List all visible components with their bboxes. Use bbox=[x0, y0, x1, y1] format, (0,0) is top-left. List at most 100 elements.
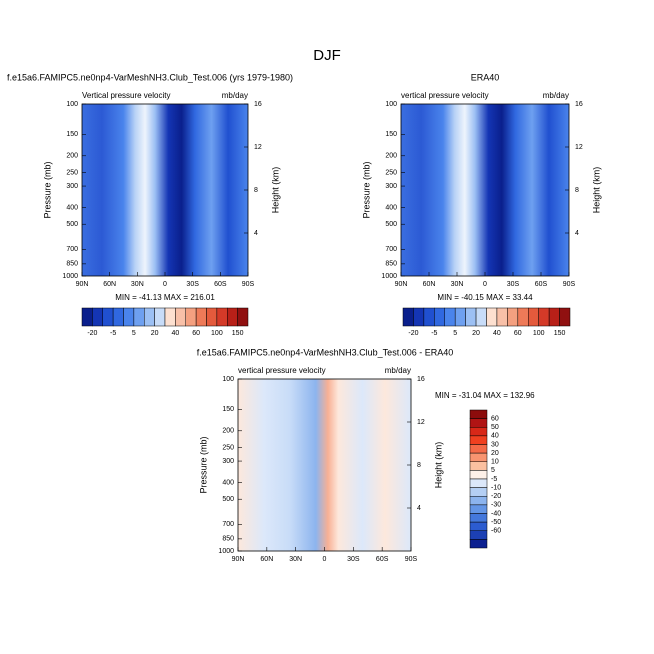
y-tick-label: 850 bbox=[222, 536, 234, 543]
panel-subtitle: vertical pressure velocity bbox=[401, 91, 489, 100]
x-tick-label: 60N bbox=[260, 556, 273, 563]
y2-tick-label: 8 bbox=[575, 187, 579, 194]
panel-units: mb/day bbox=[385, 366, 411, 375]
y-tick-label: 700 bbox=[222, 521, 234, 528]
y-tick-label: 1000 bbox=[218, 548, 234, 555]
x-tick-label: 30S bbox=[507, 281, 520, 288]
colorbar-box bbox=[237, 307, 249, 327]
colorbar-label: -5 bbox=[431, 330, 437, 337]
colorbar-label: -20 bbox=[491, 493, 501, 500]
colorbar-box bbox=[517, 307, 529, 327]
x-tick-label: 60S bbox=[214, 281, 227, 288]
colorbar-box bbox=[144, 307, 155, 327]
colorbar-label: -5 bbox=[110, 330, 116, 337]
y-axis-label: Pressure (mb) bbox=[42, 161, 52, 218]
y-tick-label: 200 bbox=[222, 428, 234, 435]
y2-axis-label: Height (km) bbox=[433, 442, 443, 489]
stats: MIN = -31.04 MAX = 132.96 bbox=[435, 391, 535, 400]
y2-tick-label: 16 bbox=[417, 376, 425, 383]
x-tick-label: 0 bbox=[483, 281, 487, 288]
y-tick-label: 700 bbox=[66, 246, 78, 253]
colorbar-box bbox=[133, 307, 145, 327]
contour-field bbox=[401, 104, 569, 276]
colorbar-box bbox=[92, 307, 103, 327]
panel-subtitle: vertical pressure velocity bbox=[238, 366, 326, 375]
colorbar-label: 150 bbox=[554, 330, 566, 337]
colorbar-label: 30 bbox=[491, 441, 499, 448]
y-axis-label: Pressure (mb) bbox=[361, 161, 371, 218]
y-tick-label: 100 bbox=[66, 101, 78, 108]
panel-subtitle: Vertical pressure velocity bbox=[82, 91, 170, 100]
y-tick-label: 150 bbox=[222, 406, 234, 413]
y-tick-label: 250 bbox=[385, 169, 397, 176]
colorbar-label: 40 bbox=[491, 433, 499, 440]
y-tick-label: 200 bbox=[66, 153, 78, 160]
colorbar-box bbox=[469, 409, 488, 419]
x-tick-label: 0 bbox=[323, 556, 327, 563]
x-tick-label: 60N bbox=[103, 281, 116, 288]
colorbar-label: -30 bbox=[491, 502, 501, 509]
x-tick-label: 90N bbox=[395, 281, 408, 288]
colorbar-box bbox=[454, 307, 466, 327]
colorbar-label: 100 bbox=[533, 330, 545, 337]
colorbar-label: 40 bbox=[171, 330, 179, 337]
colorbar-box bbox=[195, 307, 207, 327]
y-axis-label: Pressure (mb) bbox=[198, 436, 208, 493]
x-tick-label: 30S bbox=[186, 281, 199, 288]
x-tick-label: 60S bbox=[535, 281, 548, 288]
colorbar-box bbox=[469, 521, 488, 531]
y-tick-label: 850 bbox=[385, 261, 397, 268]
y2-axis-label: Height (km) bbox=[270, 167, 280, 214]
colorbar-box bbox=[112, 307, 124, 327]
colorbar-box bbox=[123, 307, 135, 327]
x-tick-label: 90S bbox=[242, 281, 255, 288]
colorbar-box bbox=[216, 307, 228, 327]
colorbar-box bbox=[507, 307, 519, 327]
x-tick-label: 30N bbox=[131, 281, 144, 288]
x-tick-label: 30N bbox=[289, 556, 302, 563]
x-tick-label: 90S bbox=[405, 556, 418, 563]
colorbar-label: 20 bbox=[491, 450, 499, 457]
x-tick-label: 0 bbox=[163, 281, 167, 288]
colorbar-box bbox=[469, 427, 488, 437]
colorbar-box bbox=[206, 307, 218, 327]
colorbar-box bbox=[469, 513, 488, 523]
colorbar-label: -40 bbox=[491, 510, 501, 517]
colorbar-label: -5 bbox=[491, 476, 497, 483]
y-tick-label: 300 bbox=[222, 458, 234, 465]
y-tick-label: 250 bbox=[222, 444, 234, 451]
colorbar-label: 10 bbox=[491, 459, 499, 466]
panel-title: f.e15a6.FAMIPC5.ne0np4-VarMeshNH3.Club_T… bbox=[197, 347, 453, 357]
colorbar-box bbox=[528, 307, 539, 327]
colorbar-box bbox=[175, 307, 186, 327]
contour-field bbox=[82, 104, 248, 276]
y-tick-label: 500 bbox=[66, 221, 78, 228]
y-tick-label: 700 bbox=[385, 246, 397, 253]
colorbar-box bbox=[469, 539, 488, 549]
y2-tick-label: 8 bbox=[417, 462, 421, 469]
y-tick-label: 300 bbox=[66, 183, 78, 190]
y2-tick-label: 4 bbox=[417, 505, 421, 512]
x-tick-label: 90N bbox=[76, 281, 89, 288]
colorbar-box bbox=[413, 307, 425, 327]
x-tick-label: 90S bbox=[563, 281, 576, 288]
colorbar-label: 20 bbox=[151, 330, 159, 337]
colorbar-box bbox=[444, 307, 456, 327]
stats: MIN = -40.15 MAX = 33.44 bbox=[437, 293, 533, 302]
colorbar-box bbox=[469, 530, 488, 540]
y-tick-label: 1000 bbox=[381, 273, 397, 280]
colorbar-label: -10 bbox=[491, 484, 501, 491]
x-tick-label: 30N bbox=[451, 281, 464, 288]
colorbar-label: 60 bbox=[514, 330, 522, 337]
colorbar-label: 60 bbox=[192, 330, 200, 337]
y-tick-label: 400 bbox=[66, 204, 78, 211]
panel-title: f.e15a6.FAMIPC5.ne0np4-VarMeshNH3.Club_T… bbox=[7, 72, 293, 82]
colorbar-box bbox=[469, 444, 488, 454]
colorbar-box bbox=[475, 307, 487, 327]
panel-units: mb/day bbox=[543, 91, 569, 100]
colorbar-box bbox=[469, 496, 488, 506]
y2-tick-label: 4 bbox=[254, 230, 258, 237]
colorbar-label: 5 bbox=[453, 330, 457, 337]
colorbar-box bbox=[496, 307, 508, 327]
